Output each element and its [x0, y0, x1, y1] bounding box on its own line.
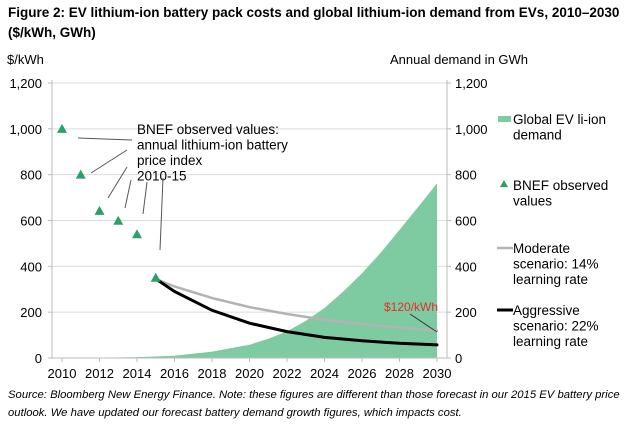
observed-point-triangle [94, 205, 105, 215]
x-tick-label: 2018 [198, 366, 227, 381]
legend-label: Moderate [513, 241, 570, 256]
x-tick-label: 2016 [160, 366, 189, 381]
scenario-lines [154, 277, 439, 347]
right-tick-label: 800 [455, 168, 477, 183]
target-leader-line [409, 313, 438, 333]
leader-line [142, 181, 148, 215]
legend-label: scenario: 22% [513, 319, 599, 334]
leader-line [77, 137, 133, 141]
legend-label: demand [513, 128, 562, 143]
x-tick-label: 2026 [348, 366, 377, 381]
legend-label: Global EV li-ion [513, 112, 606, 127]
left-tick-label: 400 [20, 259, 42, 274]
x-tick-label: 2024 [310, 366, 339, 381]
right-tick-label: 0 [455, 351, 462, 366]
axes: 0 200 400 600 800 1,000 1,200 0 200 400 600 800 1,00… [9, 76, 487, 381]
left-tick-label: 0 [35, 351, 42, 366]
left-axis-label: $/kWh [7, 52, 44, 67]
right-tick-label: 600 [455, 214, 477, 229]
observed-note-line: price index [137, 153, 203, 168]
aggressive-scenario-line [154, 277, 439, 347]
observed-point-triangle [75, 169, 86, 179]
legend-label: Aggressive [513, 303, 580, 318]
leader-line [159, 177, 164, 251]
observed-points [57, 123, 161, 282]
observed-point-triangle [57, 123, 67, 133]
legend-label: scenario: 14% [513, 257, 599, 272]
right-tick-label: 1,200 [455, 76, 488, 91]
leader-line [107, 166, 128, 199]
x-tick-label: 2014 [123, 366, 152, 381]
demand-area-shape [62, 183, 437, 358]
right-tick-label: 1,000 [455, 122, 488, 137]
left-tick-label: 600 [20, 214, 42, 229]
legend-label: learning rate [513, 272, 588, 287]
legend-swatch-triangle [500, 180, 508, 187]
legend-label: learning rate [513, 334, 588, 349]
legend-swatch-area [498, 116, 511, 122]
demand-area [62, 183, 437, 358]
right-tick-label: 200 [455, 305, 477, 320]
leader-line [124, 179, 132, 209]
x-tick-label: 2012 [85, 366, 114, 381]
x-tick-label: 2022 [273, 366, 302, 381]
legend-label: values [513, 194, 552, 209]
x-tick-label: 2028 [385, 366, 414, 381]
source-note: Source: Bloomberg New Energy Finance. No… [8, 389, 620, 419]
right-tick-label: 400 [455, 259, 477, 274]
observed-note-line: 2010-15 [137, 169, 187, 184]
leader-line [90, 149, 128, 174]
left-tick-label: 1,000 [9, 122, 42, 137]
chart-title: Figure 2: EV lithium-ion battery pack co… [8, 5, 620, 40]
moderate-scenario-line [154, 277, 439, 332]
x-tick-label: 2020 [235, 366, 264, 381]
left-tick-label: 1,200 [9, 76, 42, 91]
observed-point-triangle [132, 229, 142, 239]
observed-note-line: BNEF observed values: [137, 122, 279, 137]
x-tick-label: 2030 [423, 366, 452, 381]
annotations: BNEF observed values:annual lithium-ion … [77, 122, 438, 333]
observed-point-triangle [150, 272, 161, 282]
left-tick-label: 800 [20, 168, 42, 183]
target-price-label: $120/kWh [384, 300, 438, 314]
x-tick-label: 2010 [48, 366, 77, 381]
observed-note-line: annual lithium-ion battery [137, 138, 288, 153]
left-tick-label: 200 [20, 305, 42, 320]
observed-point-triangle [113, 215, 124, 225]
legend-label: BNEF observed [513, 178, 608, 193]
right-axis-label: Annual demand in GWh [390, 52, 528, 67]
